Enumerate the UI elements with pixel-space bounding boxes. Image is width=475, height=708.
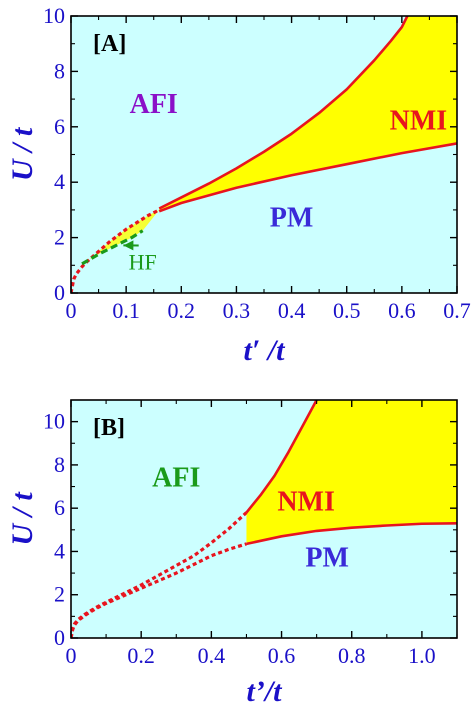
y-tick-label: 8	[54, 452, 65, 477]
y-tick-label: 2	[54, 225, 65, 250]
x-tick-label: 0.3	[223, 298, 251, 323]
y-tick-label: 6	[54, 495, 65, 520]
x-tick-label: 0	[66, 643, 77, 668]
x-tick-label: 0.5	[333, 298, 361, 323]
y-tick-label: 0	[54, 625, 65, 650]
y-axis-label: U / t	[6, 491, 39, 546]
panel-a: 0 0.1 0.2 0.3 0.4 0.5 0.6 0.7 0 2 4 6 8 10 t′ /t U / t […	[6, 3, 471, 367]
plot-frame	[70, 399, 458, 639]
x-tick-label: 0.1	[112, 298, 140, 323]
x-tick-label: 1.0	[408, 643, 436, 668]
region-label-pm: PM	[270, 203, 314, 234]
series-line-nmi-pm-boundary	[158, 142, 457, 213]
region-label-nmi: NMI	[277, 486, 335, 517]
y-tick-label: 4	[54, 169, 65, 194]
series-line-afi-nmi-boundary	[245, 400, 318, 514]
x-tick-label: 0	[66, 298, 77, 323]
y-tick-label: 8	[54, 58, 65, 83]
x-tick-label: 0.6	[388, 298, 416, 323]
region-label-afi: AFI	[130, 89, 178, 120]
region-label-afi: AFI	[152, 463, 200, 494]
region-label-pm: PM	[305, 543, 349, 574]
y-tick-label: 0	[54, 280, 65, 305]
y-tick-label: 6	[54, 114, 65, 139]
nmi-region	[246, 400, 457, 544]
series-line-hf	[81, 229, 144, 266]
nmi-region	[159, 16, 457, 212]
panel-label: [B]	[93, 415, 125, 441]
x-tick-label: 0.4	[278, 298, 306, 323]
series-line-afi-nmi-boundary	[158, 16, 409, 210]
series-line-first-order-transition	[71, 208, 160, 293]
y-tick-label: 2	[54, 582, 65, 607]
series-line-first-order-transition-lower-	[71, 542, 247, 638]
x-axis-label: t′ /t	[244, 334, 287, 367]
panel-label: [A]	[93, 31, 126, 57]
x-tick-label: 0.4	[198, 643, 226, 668]
y-axis-label: U / t	[6, 126, 39, 181]
y-tick-label: 4	[54, 538, 65, 563]
x-tick-label: 0.2	[168, 298, 196, 323]
hf-annotation-label: HF	[129, 249, 157, 274]
x-tick-label: 0.8	[338, 643, 366, 668]
y-tick-label: 10	[43, 3, 65, 28]
x-tick-label: 0.7	[443, 298, 471, 323]
series-line-nmi-pm-boundary	[246, 522, 457, 546]
panel-b: 0 0.2 0.4 0.6 0.8 1.0 0 2 4 6 8 10 t’/t U / t [B] AFI NM…	[6, 399, 458, 708]
x-tick-label: 0.6	[268, 643, 296, 668]
hf-arrow-head	[123, 240, 134, 251]
region-label-nmi: NMI	[390, 106, 448, 137]
y-tick-label: 10	[43, 409, 65, 434]
x-axis-label: t’/t	[247, 675, 284, 708]
x-tick-label: 0.2	[127, 643, 155, 668]
